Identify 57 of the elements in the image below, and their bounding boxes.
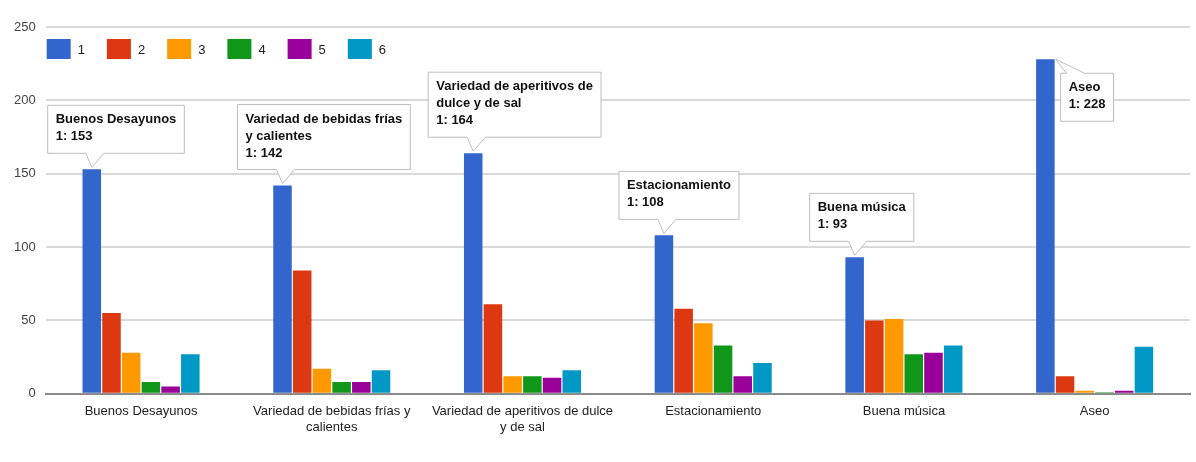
bar: [273, 185, 292, 393]
bar: [332, 382, 351, 393]
bar: [463, 153, 483, 393]
legend-label: 4: [258, 41, 266, 57]
y-tick-label: 50: [21, 312, 36, 328]
bar: [352, 382, 371, 393]
bar: [943, 345, 963, 393]
legend-label: 6: [378, 41, 387, 57]
bar: [181, 354, 200, 393]
bar: [884, 318, 904, 393]
bar: [523, 376, 542, 393]
legend-label: 1: [77, 41, 85, 57]
legend-label: 3: [198, 41, 206, 57]
bar: [1055, 376, 1075, 393]
bar: [312, 368, 332, 393]
bar: [503, 376, 522, 393]
legend-label: 5: [318, 41, 326, 57]
bar: [161, 386, 180, 393]
annotation: Buena música 1: 93: [817, 199, 907, 232]
bar: [674, 308, 693, 393]
x-tick-label: Buena música: [862, 403, 946, 419]
bar: [292, 270, 312, 393]
bar: [753, 362, 772, 393]
annotation: Variedad de aperitivos de dulce y de sal 1: 164: [436, 78, 594, 128]
x-tick-label: Aseo: [1079, 403, 1110, 419]
bar: [713, 345, 733, 393]
bar: [904, 354, 924, 393]
y-tick-label: 200: [13, 91, 36, 107]
x-tick-label: Estacionamiento: [665, 403, 762, 419]
y-tick-label: 150: [13, 165, 36, 181]
y-tick-label: 250: [13, 18, 36, 34]
bar: [121, 352, 141, 393]
bar: [542, 377, 562, 393]
bar: [141, 382, 161, 393]
bar: [845, 257, 864, 393]
annotation: Aseo 1: 228: [1068, 79, 1106, 112]
y-tick-label: 100: [13, 238, 36, 254]
bar: [371, 370, 391, 393]
annotation: Buenos Desayunos 1: 153: [55, 111, 177, 144]
bar: [82, 169, 102, 393]
bar: [102, 313, 121, 393]
x-tick-label: Buenos Desayunos: [84, 403, 198, 419]
bar: [924, 352, 943, 393]
y-tick-label: 0: [28, 385, 36, 401]
x-tick-label: Variedad de aperitivos de dulce y de sal: [431, 403, 614, 434]
bar: [733, 376, 753, 393]
bar: [1036, 59, 1055, 393]
annotation: Estacionamiento 1: 108: [626, 177, 732, 210]
annotation: Variedad de bebidas frías y calientes 1: 142: [245, 110, 403, 160]
legend-label: 2: [137, 41, 146, 57]
bar: [694, 323, 713, 393]
bar: [483, 304, 503, 393]
bar: [562, 370, 582, 393]
x-tick-label: Variedad de bebidas frías y calientes: [253, 403, 411, 434]
bar: [1134, 346, 1154, 393]
bar: [654, 235, 674, 393]
bar: [865, 320, 884, 393]
